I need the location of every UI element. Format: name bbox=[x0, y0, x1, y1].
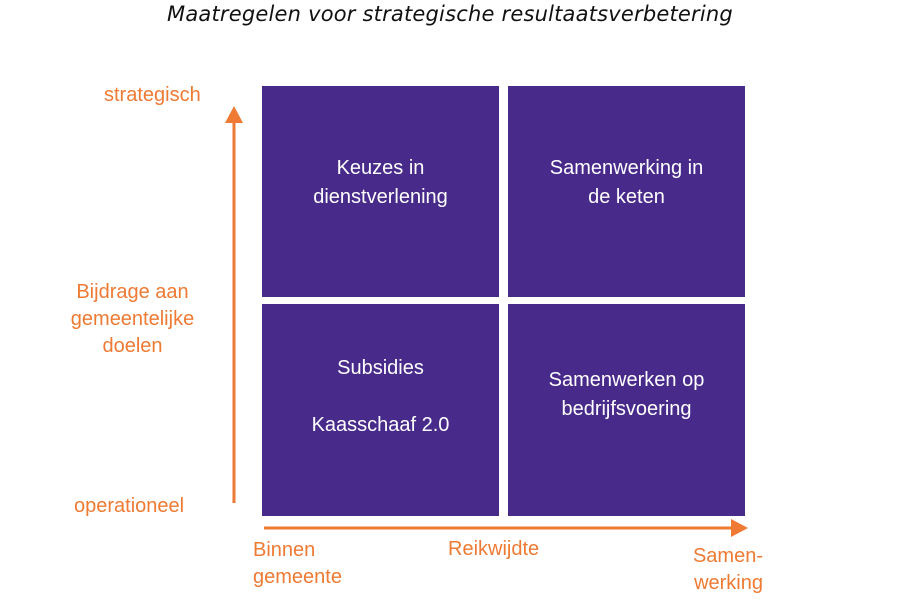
x-axis-right-label: Samen- werking bbox=[682, 543, 763, 597]
y-axis-top-label: strategisch bbox=[104, 84, 201, 106]
quadrant-bottom-left: Subsidies Kaasschaaf 2.0 bbox=[262, 304, 499, 516]
quadrant-text: dienstverlening bbox=[313, 186, 448, 208]
x-axis-arrowhead bbox=[731, 519, 748, 537]
quadrant-text: Subsidies bbox=[337, 357, 424, 379]
x-axis-left-label-line: gemeente bbox=[253, 566, 342, 588]
y-axis-arrowhead bbox=[225, 106, 243, 123]
x-axis-title: Reikwijdte bbox=[448, 538, 540, 560]
quadrant-text: de keten bbox=[588, 186, 665, 208]
y-axis-title-line: Bijdrage aan bbox=[76, 281, 189, 303]
quadrant-text: Kaasschaaf 2.0 bbox=[311, 414, 450, 436]
diagram-title: Maatregelen voor strategische resultaats… bbox=[167, 2, 733, 26]
x-axis-left-label: Binnen gemeente bbox=[253, 537, 342, 591]
x-axis-right-label-line: Samen- bbox=[692, 545, 763, 567]
y-axis-bottom-label: operationeel bbox=[74, 495, 185, 517]
quadrant-top-left: Keuzes in dienstverlening bbox=[262, 86, 499, 297]
quadrant-bottom-right: Samenwerken op bedrijfsvoering bbox=[508, 304, 745, 516]
quadrant-top-right: Samenwerking in de keten bbox=[508, 86, 745, 297]
quadrant-text: bedrijfsvoering bbox=[561, 398, 692, 420]
y-axis-title-line: doelen bbox=[102, 335, 163, 357]
quadrant-text: Samenwerken op bbox=[548, 369, 705, 391]
x-axis-left-label-line: Binnen bbox=[253, 539, 316, 561]
quadrant-text: Keuzes in bbox=[336, 157, 425, 179]
x-axis-right-label-line: werking bbox=[694, 572, 763, 594]
y-axis-title-line: gemeentelijke bbox=[70, 308, 195, 330]
y-axis-title: Bijdrage aan gemeentelijke doelen bbox=[50, 279, 215, 360]
quadrant-text: Samenwerking in bbox=[549, 157, 704, 179]
